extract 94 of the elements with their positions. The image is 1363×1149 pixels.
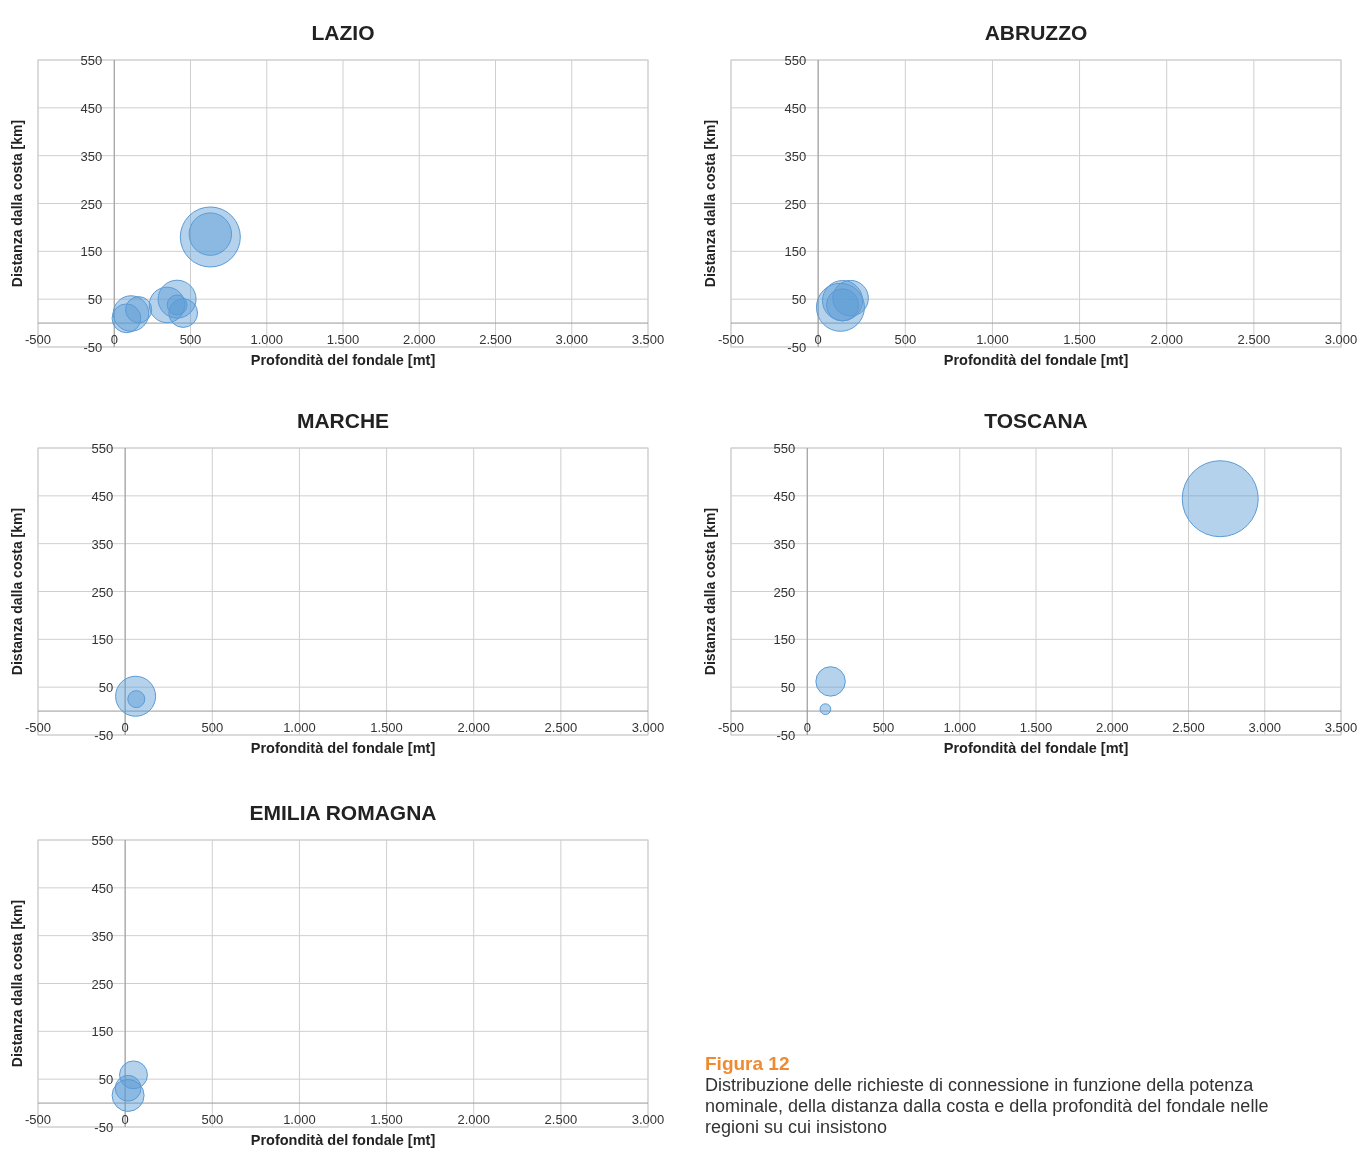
x-tick-label: 2.500 [544, 1112, 578, 1127]
x-tick-label: 500 [894, 332, 917, 347]
x-tick-label: 1.500 [1019, 720, 1053, 735]
y-tick-label: 250 [784, 196, 807, 212]
y-tick-label: 50 [791, 292, 807, 308]
y-tick-label: 250 [80, 196, 103, 212]
y-tick-label: 50 [87, 292, 103, 308]
x-tick-label: 2.500 [1237, 332, 1271, 347]
x-tick-label: 2.500 [1172, 720, 1205, 735]
y-tick-label: -50 [787, 340, 807, 355]
x-tick-label: 500 [201, 720, 224, 735]
x-tick-label: 3.000 [631, 720, 665, 735]
x-tick-label: 3.000 [555, 332, 589, 347]
chart-title: EMILIA ROMAGNA [249, 801, 437, 824]
x-tick-label: 1.000 [976, 332, 1009, 347]
chart-title: MARCHE [296, 409, 390, 432]
x-tick-label: 500 [179, 332, 202, 347]
x-tick-label: 0 [110, 332, 118, 347]
y-tick-label: -50 [94, 728, 114, 743]
y-axis-title: Distanza dalla costa [km] [9, 507, 25, 676]
y-tick-label: 150 [91, 632, 114, 648]
y-tick-label: 150 [80, 244, 103, 260]
y-tick-label: 250 [773, 584, 796, 600]
y-tick-label: 150 [784, 244, 807, 260]
y-tick-label: -50 [776, 728, 796, 743]
y-tick-label: 350 [773, 536, 796, 552]
chart-title: LAZIO [311, 21, 375, 44]
x-tick-label: 2.500 [479, 332, 512, 347]
x-tick-label: 1.500 [370, 720, 403, 735]
y-tick-label: 550 [91, 833, 114, 848]
y-tick-label: -50 [94, 1120, 114, 1135]
x-axis-title: Profondità del fondale [mt] [250, 352, 436, 368]
x-tick-label: -500 [717, 332, 745, 347]
x-tick-label: 0 [121, 1112, 129, 1127]
x-axis-title: Profondità del fondale [mt] [943, 352, 1129, 368]
x-tick-label: -500 [24, 1112, 52, 1127]
y-tick-label: 350 [91, 928, 114, 944]
x-tick-label: 500 [201, 1112, 224, 1127]
x-tick-label: 1.000 [283, 720, 316, 735]
x-tick-label: 2.000 [1095, 720, 1129, 735]
x-tick-label: 500 [872, 720, 895, 735]
x-tick-label: 2.000 [457, 1112, 490, 1127]
y-tick-label: 350 [91, 536, 114, 552]
y-tick-label: 50 [98, 1072, 114, 1088]
x-tick-label: 2.000 [457, 720, 490, 735]
y-tick-label: 550 [784, 53, 807, 68]
y-tick-label: 550 [91, 441, 114, 456]
x-tick-label: -500 [717, 720, 745, 735]
text: Distribuzione delle richieste di connessione in funzione della potenza nominale, della distanza dalla costa e della profondità del fondale nelle regioni su cui insistono [705, 1075, 1269, 1137]
y-tick-label: -50 [83, 340, 103, 355]
x-tick-label: 1.000 [943, 720, 977, 735]
x-tick-label: 1.500 [1063, 332, 1096, 347]
y-tick-label: 450 [784, 100, 807, 116]
y-tick-label: 350 [784, 148, 807, 164]
x-tick-label: 1.000 [283, 1112, 316, 1127]
y-tick-label: 50 [98, 680, 114, 696]
x-tick-label: 3.000 [1324, 332, 1358, 347]
y-tick-label: 350 [80, 148, 103, 164]
x-tick-label: 1.500 [326, 332, 360, 347]
x-tick-label: -500 [24, 720, 52, 735]
y-tick-label: 450 [91, 880, 114, 896]
x-axis-title: Profondità del fondale [mt] [250, 1132, 436, 1148]
y-tick-label: 150 [773, 632, 796, 648]
y-tick-label: 550 [80, 53, 103, 68]
y-tick-label: 250 [91, 584, 114, 600]
y-axis-title: Distanza dalla costa [km] [702, 119, 718, 288]
x-tick-label: 3.000 [631, 1112, 665, 1127]
x-tick-label: 1.500 [370, 1112, 403, 1127]
x-tick-label: 0 [814, 332, 822, 347]
y-tick-label: 550 [773, 441, 796, 456]
x-tick-label: 3.000 [1248, 720, 1282, 735]
y-tick-label: 450 [91, 488, 114, 504]
x-tick-label: 2.500 [544, 720, 578, 735]
y-tick-label: 150 [91, 1024, 114, 1040]
x-tick-label: 3.500 [1324, 720, 1358, 735]
chart-title: TOSCANA [984, 409, 1088, 432]
y-axis-title: Distanza dalla costa [km] [9, 899, 25, 1068]
x-tick-label: -500 [24, 332, 52, 347]
y-axis-title: Distanza dalla costa [km] [9, 119, 25, 288]
y-tick-label: 50 [780, 680, 796, 696]
x-tick-label: 0 [803, 720, 811, 735]
x-tick-label: 0 [121, 720, 129, 735]
y-tick-label: 450 [80, 100, 103, 116]
chart-title: ABRUZZO [984, 21, 1088, 44]
x-axis-title: Profondità del fondale [mt] [943, 740, 1129, 756]
x-tick-label: 1.000 [250, 332, 284, 347]
y-tick-label: 450 [773, 488, 796, 504]
x-tick-label: 2.000 [1150, 332, 1183, 347]
x-tick-label: 2.000 [402, 332, 436, 347]
text: Figura 12 [705, 1053, 790, 1074]
y-axis-title: Distanza dalla costa [km] [702, 507, 718, 676]
x-axis-title: Profondità del fondale [mt] [250, 740, 436, 756]
x-tick-label: 3.500 [631, 332, 665, 347]
y-tick-label: 250 [91, 976, 114, 992]
